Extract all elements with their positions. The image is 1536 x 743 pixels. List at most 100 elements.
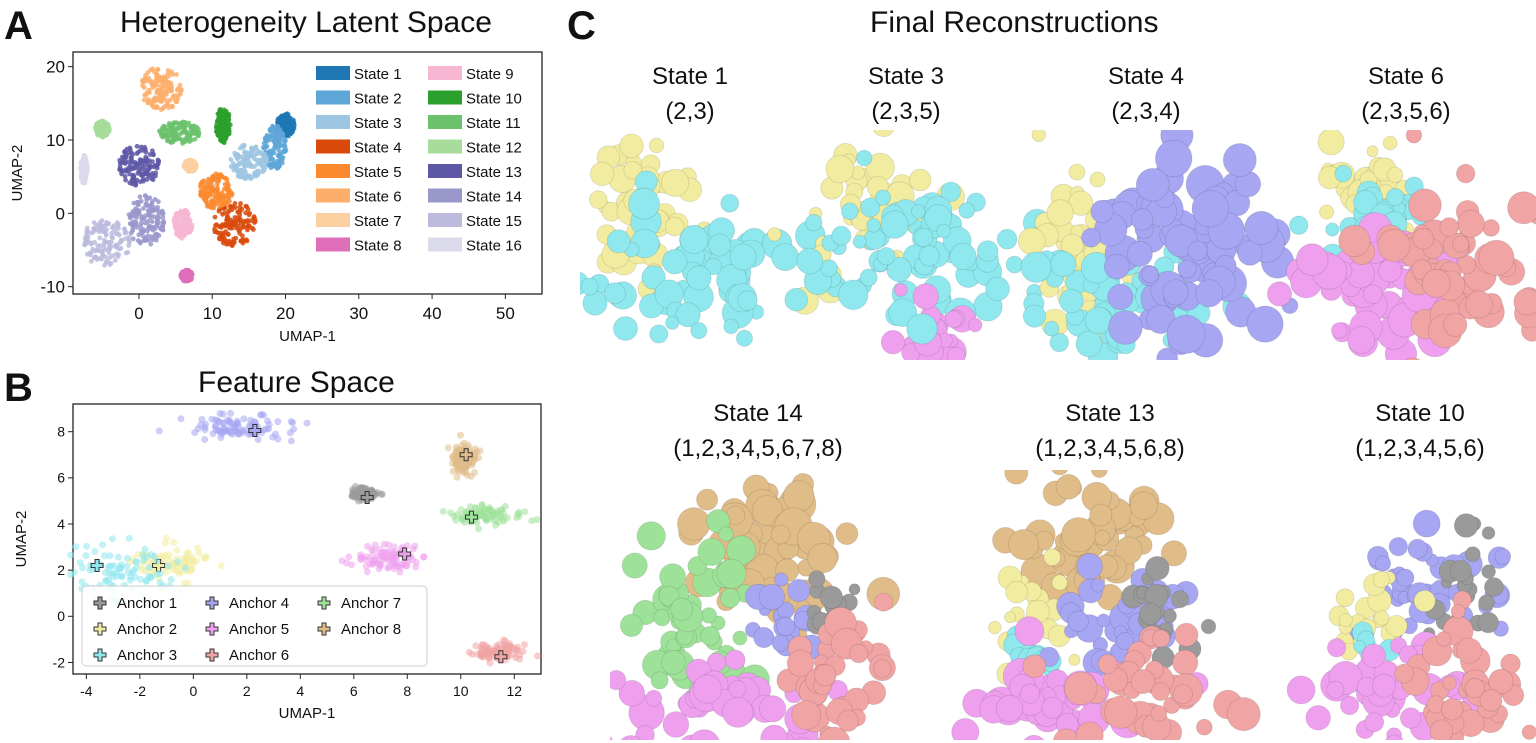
- data-point: [119, 171, 124, 177]
- data-point: [232, 150, 238, 156]
- data-point: [508, 644, 515, 651]
- data-point: [143, 149, 149, 155]
- data-point: [192, 162, 198, 168]
- density-blob: [804, 213, 823, 232]
- density-blob: [1172, 649, 1199, 676]
- legend-label: State 8: [354, 238, 402, 255]
- legend-label: State 4: [354, 140, 402, 157]
- data-point: [225, 125, 231, 130]
- legend-label: State 2: [354, 91, 402, 108]
- legend-swatch: [428, 115, 462, 129]
- data-point: [84, 225, 90, 231]
- density-blob: [1091, 470, 1108, 478]
- density-blob: [1103, 253, 1130, 280]
- density-blob: [1166, 314, 1206, 354]
- data-point: [210, 187, 216, 193]
- series-state-16: [77, 153, 90, 186]
- density-blob: [1031, 130, 1046, 142]
- density-blob: [621, 552, 648, 579]
- map-state-6: [1267, 130, 1536, 360]
- data-point: [185, 215, 191, 220]
- data-point: [88, 240, 94, 246]
- density-blob: [1386, 166, 1404, 184]
- data-point: [145, 167, 151, 173]
- data-point: [178, 91, 183, 97]
- data-point: [82, 168, 88, 174]
- density-blob: [1094, 529, 1111, 546]
- y-axis-label: UMAP-2: [13, 511, 30, 568]
- data-point: [260, 411, 268, 419]
- data-point: [467, 472, 475, 480]
- data-point: [390, 551, 398, 559]
- density-blob: [946, 346, 966, 360]
- data-point: [211, 200, 217, 206]
- density-blob: [1482, 219, 1500, 237]
- data-point: [343, 559, 350, 567]
- series-state-14: [126, 193, 167, 247]
- density-blob: [958, 202, 976, 219]
- data-point: [130, 228, 136, 234]
- data-point: [257, 158, 263, 164]
- data-point: [282, 143, 288, 149]
- data-point: [210, 183, 215, 189]
- density-blob: [645, 689, 663, 707]
- data-point: [272, 129, 278, 135]
- data-point: [232, 218, 238, 224]
- data-point: [223, 119, 228, 125]
- density-anchor-4: [744, 572, 825, 660]
- density-blob: [1041, 696, 1064, 719]
- density-blob: [735, 329, 753, 347]
- density-blob: [618, 680, 646, 707]
- data-point: [177, 131, 183, 137]
- data-point: [106, 552, 114, 560]
- data-point: [134, 200, 140, 205]
- data-point: [519, 647, 527, 655]
- legend-label: State 16: [466, 238, 522, 255]
- density-blob: [1004, 470, 1029, 485]
- density-blob: [1152, 629, 1171, 648]
- data-point: [141, 85, 147, 90]
- density-blob: [724, 649, 746, 671]
- data-point: [242, 218, 247, 224]
- data-point: [86, 566, 94, 574]
- data-point: [150, 80, 156, 86]
- panel-b-letter: B: [4, 366, 33, 410]
- data-point: [368, 546, 376, 554]
- legend-marker: [205, 596, 219, 610]
- data-point: [187, 269, 193, 275]
- data-point: [225, 214, 231, 220]
- state-name: State 4: [1107, 63, 1185, 90]
- density-blob: [1394, 663, 1414, 684]
- density-blob: [866, 218, 881, 233]
- data-point: [352, 493, 360, 501]
- data-point: [195, 549, 203, 557]
- legend-marker: [93, 648, 107, 662]
- data-point: [188, 166, 194, 171]
- data-point: [201, 192, 206, 197]
- density-blob: [912, 283, 940, 310]
- data-point: [109, 225, 115, 231]
- data-point: [228, 219, 234, 225]
- data-point: [245, 223, 251, 229]
- y-tick-label: -2: [53, 654, 66, 670]
- data-point: [457, 446, 465, 454]
- data-point: [182, 564, 189, 572]
- data-point: [176, 136, 182, 141]
- density-blob: [784, 287, 809, 312]
- anchor-marker: [459, 448, 473, 462]
- data-point: [184, 122, 190, 128]
- data-point: [123, 150, 128, 155]
- density-blob: [1246, 305, 1284, 343]
- density-anchor-3: [580, 170, 827, 347]
- data-point: [277, 158, 283, 164]
- density-blob: [818, 726, 851, 740]
- legend-swatch: [428, 213, 462, 227]
- data-point: [82, 552, 90, 560]
- density-blob: [995, 694, 1024, 723]
- data-point: [209, 175, 215, 181]
- density-blob: [729, 243, 757, 271]
- scatter-points: [77, 66, 297, 284]
- density-blob: [1014, 616, 1045, 647]
- data-point: [121, 226, 127, 232]
- density-blob: [1019, 683, 1040, 704]
